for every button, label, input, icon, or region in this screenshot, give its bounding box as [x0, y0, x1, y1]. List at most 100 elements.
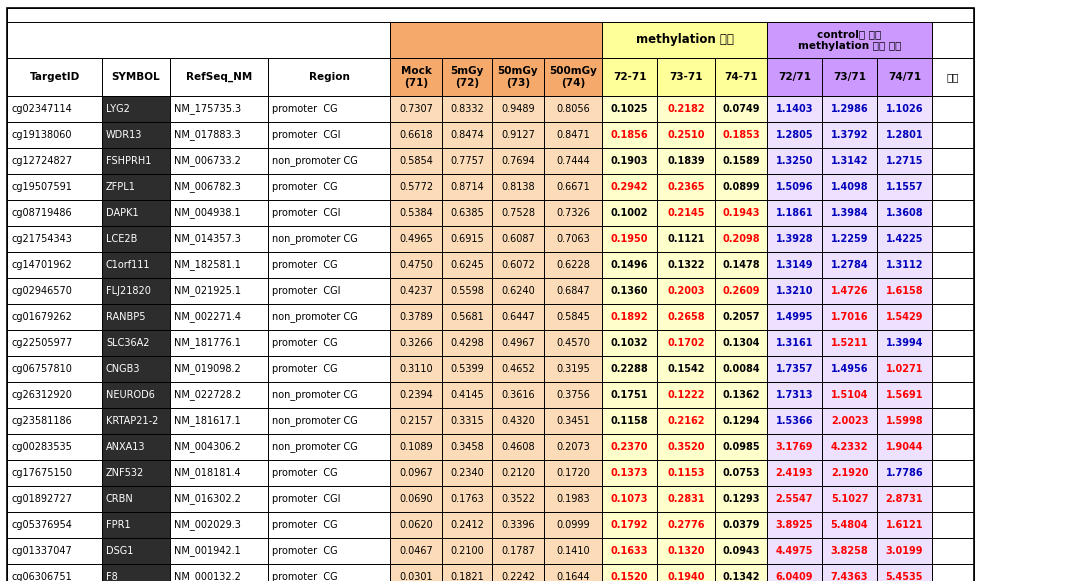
Bar — [657, 304, 715, 330]
Bar — [877, 174, 932, 200]
Bar — [492, 148, 544, 174]
Bar — [170, 122, 268, 148]
Bar — [657, 96, 715, 122]
Text: 0.5845: 0.5845 — [556, 312, 590, 322]
Text: non_promoter CG: non_promoter CG — [272, 156, 358, 166]
Bar — [544, 356, 602, 382]
Bar — [390, 252, 442, 278]
Text: 72/71: 72/71 — [778, 72, 811, 82]
Bar — [544, 434, 602, 460]
Bar — [268, 122, 390, 148]
Text: 0.7528: 0.7528 — [501, 208, 535, 218]
Bar — [102, 564, 170, 581]
Text: promoter  CGI: promoter CGI — [272, 130, 341, 140]
Text: 1.9044: 1.9044 — [885, 442, 923, 452]
Text: 0.2120: 0.2120 — [501, 468, 535, 478]
Bar — [442, 434, 492, 460]
Text: 0.1304: 0.1304 — [722, 338, 760, 348]
Text: cg01892727: cg01892727 — [11, 494, 72, 504]
Bar — [170, 460, 268, 486]
Bar — [7, 564, 102, 581]
Text: NM_022728.2: NM_022728.2 — [174, 389, 242, 400]
Text: 1.3210: 1.3210 — [775, 286, 813, 296]
Bar — [390, 538, 442, 564]
Text: Region: Region — [308, 72, 350, 82]
Bar — [602, 408, 657, 434]
Bar — [602, 252, 657, 278]
Text: cg06757810: cg06757810 — [11, 364, 72, 374]
Bar — [932, 226, 974, 252]
Text: 0.1839: 0.1839 — [668, 156, 705, 166]
Text: 1.5211: 1.5211 — [831, 338, 868, 348]
Text: 비고: 비고 — [946, 72, 959, 82]
Text: 1.4995: 1.4995 — [775, 312, 813, 322]
Text: 1.1861: 1.1861 — [775, 208, 813, 218]
Bar — [657, 330, 715, 356]
Text: methylation 차이: methylation 차이 — [636, 34, 733, 46]
Text: 0.0620: 0.0620 — [400, 520, 432, 530]
Bar — [7, 148, 102, 174]
Text: 500mGy
(74): 500mGy (74) — [549, 66, 597, 88]
Bar — [877, 564, 932, 581]
Text: 0.4320: 0.4320 — [501, 416, 535, 426]
Text: WDR13: WDR13 — [106, 130, 143, 140]
Text: NM_175735.3: NM_175735.3 — [174, 103, 241, 114]
Text: cg22505977: cg22505977 — [11, 338, 72, 348]
Text: 0.5854: 0.5854 — [399, 156, 433, 166]
Bar — [442, 356, 492, 382]
Bar — [170, 512, 268, 538]
Bar — [602, 58, 657, 96]
Text: 0.6618: 0.6618 — [400, 130, 432, 140]
Bar — [822, 174, 877, 200]
Text: 0.0690: 0.0690 — [400, 494, 432, 504]
Text: 0.1821: 0.1821 — [450, 572, 484, 581]
Bar — [932, 96, 974, 122]
Text: 0.4608: 0.4608 — [501, 442, 535, 452]
Text: 0.1089: 0.1089 — [400, 442, 432, 452]
Bar — [442, 148, 492, 174]
Bar — [102, 96, 170, 122]
Text: cg02347114: cg02347114 — [11, 104, 72, 114]
Text: 2.5547: 2.5547 — [775, 494, 813, 504]
Text: 2.1920: 2.1920 — [831, 468, 868, 478]
Bar — [102, 122, 170, 148]
Text: cg01337047: cg01337047 — [11, 546, 72, 556]
Text: 0.1294: 0.1294 — [722, 416, 760, 426]
Text: 2.0023: 2.0023 — [831, 416, 868, 426]
Bar — [822, 58, 877, 96]
Text: 0.0943: 0.0943 — [722, 546, 760, 556]
Text: 0.3110: 0.3110 — [400, 364, 432, 374]
Text: 0.6087: 0.6087 — [501, 234, 535, 244]
Text: 0.1950: 0.1950 — [611, 234, 648, 244]
Bar — [822, 226, 877, 252]
Text: 1.3994: 1.3994 — [885, 338, 923, 348]
Bar — [544, 512, 602, 538]
Bar — [822, 330, 877, 356]
Text: 0.1644: 0.1644 — [556, 572, 590, 581]
Text: SYMBOL: SYMBOL — [112, 72, 160, 82]
Text: NM_000132.2: NM_000132.2 — [174, 572, 241, 581]
Bar — [657, 564, 715, 581]
Bar — [822, 122, 877, 148]
Bar — [7, 512, 102, 538]
Bar — [932, 330, 974, 356]
Text: 0.4237: 0.4237 — [399, 286, 433, 296]
Text: 3.0199: 3.0199 — [885, 546, 923, 556]
Text: 0.4965: 0.4965 — [400, 234, 432, 244]
Bar — [442, 96, 492, 122]
Text: 0.1751: 0.1751 — [611, 390, 648, 400]
Text: 0.1410: 0.1410 — [556, 546, 590, 556]
Bar — [102, 330, 170, 356]
Bar — [932, 304, 974, 330]
Text: 0.9127: 0.9127 — [501, 130, 535, 140]
Text: non_promoter CG: non_promoter CG — [272, 311, 358, 322]
Bar — [602, 564, 657, 581]
Bar — [877, 330, 932, 356]
Text: 0.1320: 0.1320 — [668, 546, 705, 556]
Text: 0.2100: 0.2100 — [450, 546, 484, 556]
Bar — [442, 122, 492, 148]
Text: 72-71: 72-71 — [613, 72, 646, 82]
Bar — [102, 538, 170, 564]
Bar — [268, 460, 390, 486]
Bar — [102, 148, 170, 174]
